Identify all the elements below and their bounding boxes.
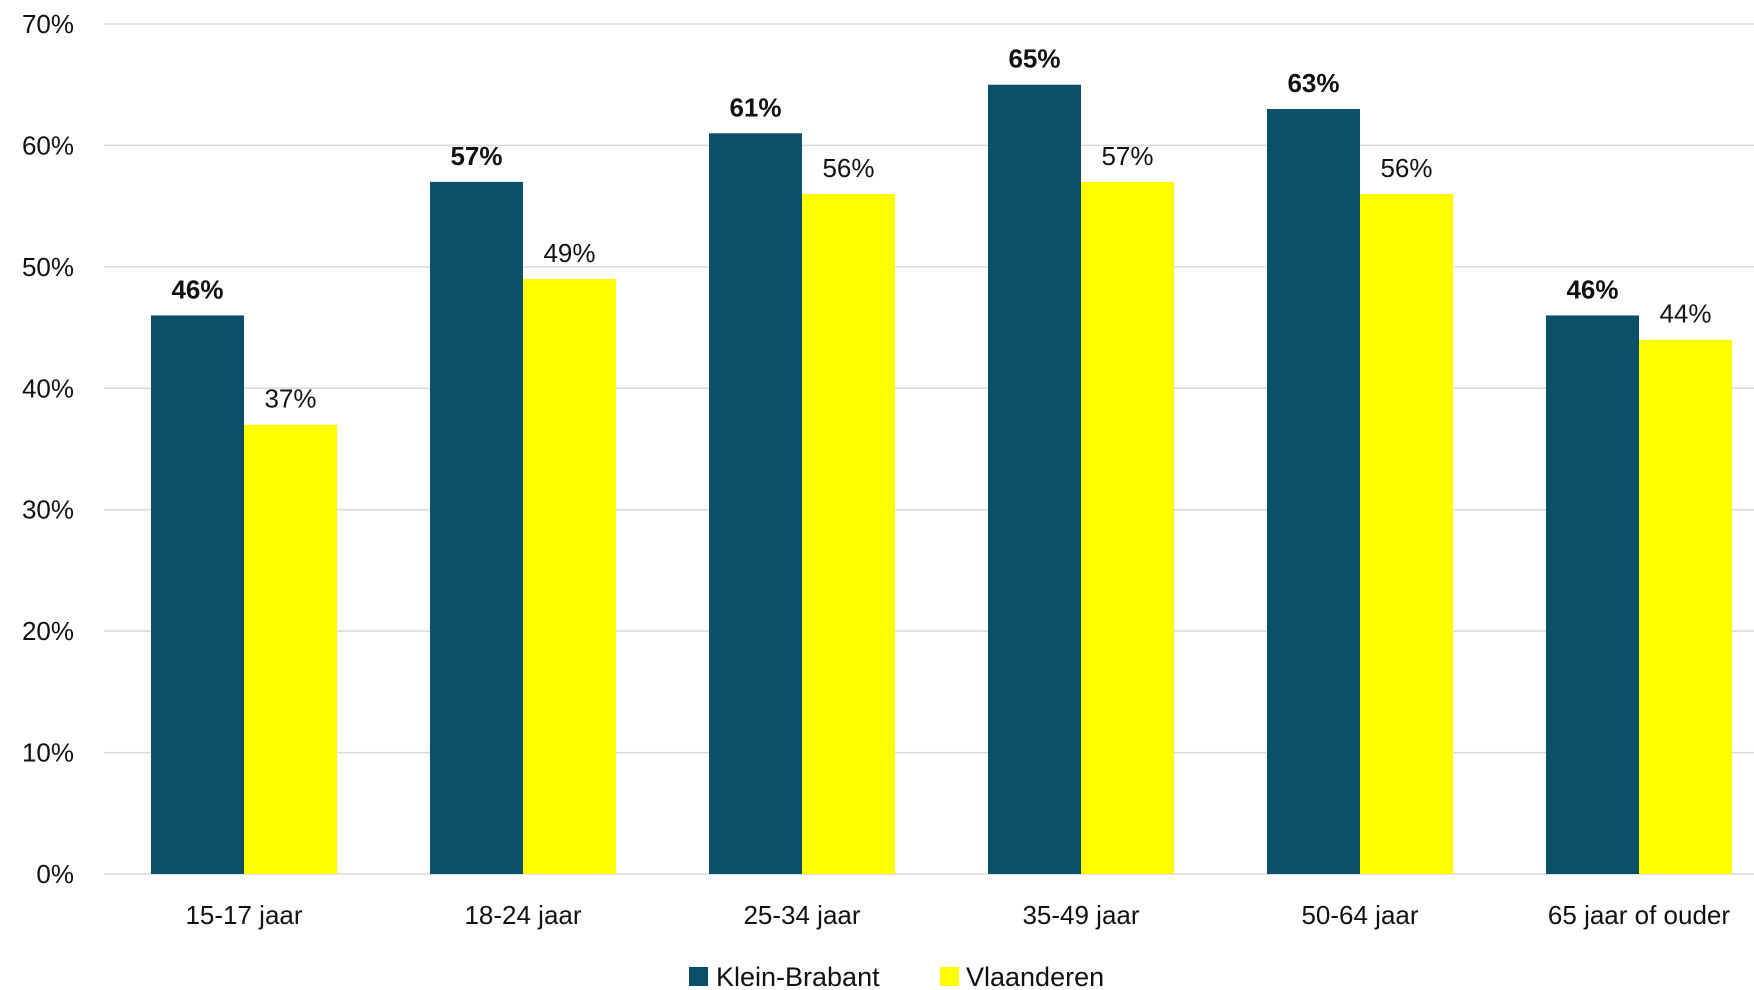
- data-label: 49%: [543, 238, 595, 268]
- x-category-label: 35-49 jaar: [1022, 900, 1139, 930]
- y-tick-label: 50%: [22, 252, 74, 282]
- x-category-label: 65 jaar of ouder: [1548, 900, 1730, 930]
- legend-label: Klein-Brabant: [716, 962, 880, 990]
- gridlines: [104, 23, 1754, 875]
- y-tick-label: 10%: [22, 738, 74, 768]
- data-label: 61%: [729, 92, 781, 122]
- bar-vlaanderen: [1639, 339, 1732, 874]
- x-category-label: 25-34 jaar: [743, 900, 860, 930]
- bar-klein-brabant: [709, 133, 802, 875]
- x-category-label: 15-17 jaar: [185, 900, 302, 930]
- y-tick-label: 20%: [22, 616, 74, 646]
- y-tick-label: 0%: [36, 859, 74, 889]
- bar-vlaanderen: [802, 194, 895, 874]
- y-axis-tick-labels: 0% 10% 20% 30% 40% 50% 60% 70%: [22, 9, 74, 889]
- data-label: 57%: [1101, 141, 1153, 171]
- y-tick-label: 60%: [22, 130, 74, 160]
- bar-klein-brabant: [1267, 109, 1360, 874]
- x-axis-category-labels: 15-17 jaar 18-24 jaar 25-34 jaar 35-49 jaar…: [185, 900, 1730, 930]
- y-tick-label: 70%: [22, 9, 74, 39]
- data-label: 56%: [822, 153, 874, 183]
- bar-vlaanderen: [1360, 194, 1453, 874]
- data-label: 63%: [1287, 68, 1339, 98]
- y-tick-label: 40%: [22, 373, 74, 403]
- data-label: 65%: [1008, 44, 1060, 74]
- x-category-label: 18-24 jaar: [464, 900, 581, 930]
- data-labels: 46% 37% 57% 49% 61% 56% 65% 57% 63% 56% 46% 44%: [171, 44, 1711, 414]
- bars: [151, 84, 1732, 875]
- bar-klein-brabant: [430, 181, 523, 874]
- data-label: 57%: [450, 141, 502, 171]
- bar-klein-brabant: [988, 84, 1081, 874]
- bar-klein-brabant: [1546, 315, 1639, 874]
- data-label: 56%: [1380, 153, 1432, 183]
- data-label: 44%: [1659, 299, 1711, 329]
- data-label: 46%: [171, 274, 223, 304]
- bar-vlaanderen: [1081, 181, 1174, 874]
- legend: Klein-Brabant Vlaanderen: [689, 962, 1104, 990]
- bar-vlaanderen: [523, 279, 616, 874]
- bar-klein-brabant: [151, 315, 244, 874]
- legend-swatch: [689, 967, 708, 986]
- data-label: 46%: [1566, 274, 1618, 304]
- legend-label: Vlaanderen: [966, 962, 1104, 990]
- y-tick-label: 30%: [22, 495, 74, 525]
- bar-vlaanderen: [244, 424, 337, 874]
- x-category-label: 50-64 jaar: [1301, 900, 1418, 930]
- data-label: 37%: [264, 384, 316, 414]
- legend-swatch: [940, 967, 959, 986]
